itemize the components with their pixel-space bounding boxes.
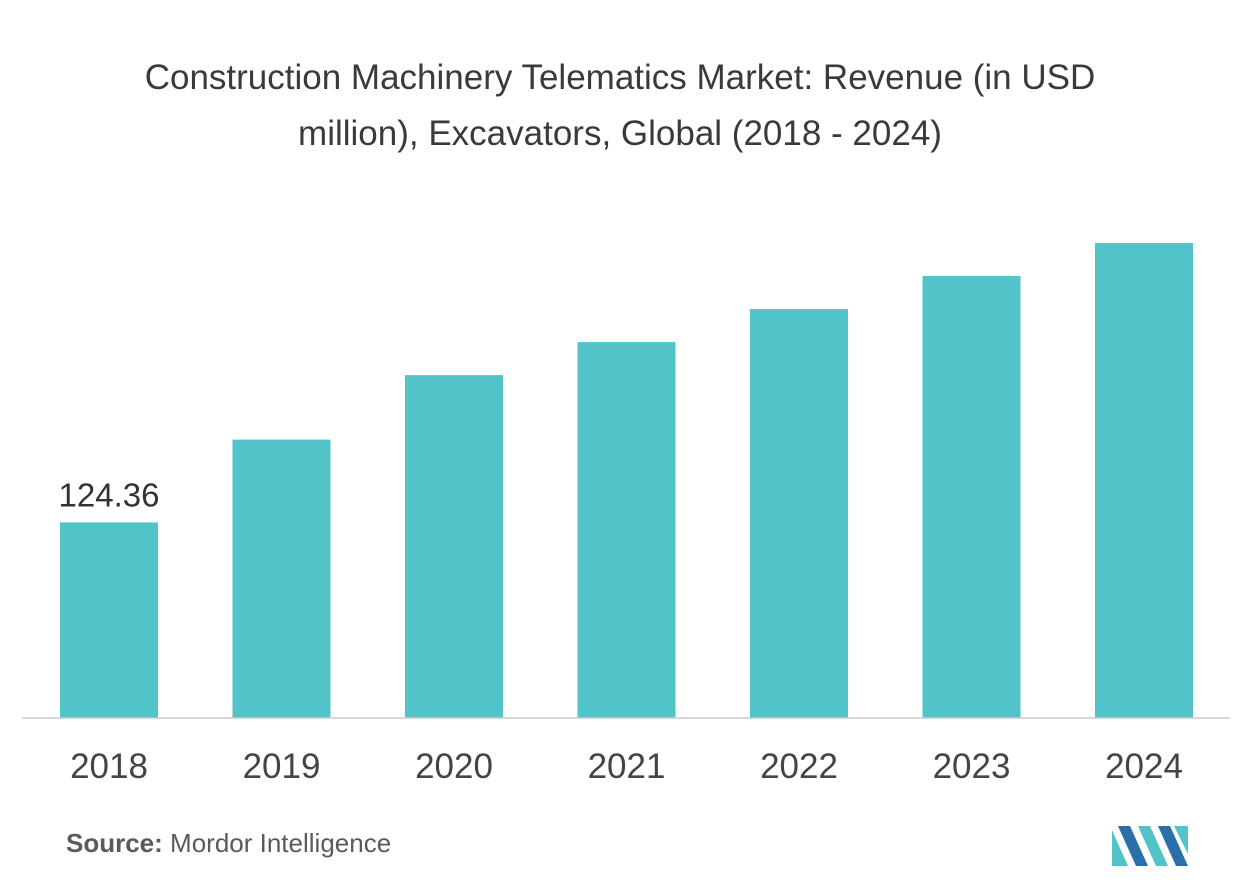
source-note: Source: Mordor Intelligence [66, 828, 391, 859]
labels-layer: 2018 124.36 2019 2020 2021 2022 2023 2024 [59, 476, 1183, 786]
bar-2023 [922, 276, 1021, 718]
bar-2018 [60, 522, 158, 718]
x-tick-label-2019: 2019 [243, 747, 321, 786]
bar-2022 [750, 309, 848, 718]
source-label: Source: [66, 828, 163, 858]
bar-2021 [577, 342, 676, 718]
x-tick-label-2020: 2020 [415, 747, 493, 786]
bars-layer [60, 243, 1193, 718]
data-label-2018: 124.36 [59, 476, 160, 513]
x-tick-label-2024: 2024 [1105, 747, 1183, 786]
x-tick-label-2018: 2018 [70, 747, 148, 786]
x-tick-label-2023: 2023 [933, 747, 1011, 786]
source-text: Mordor Intelligence [170, 828, 392, 858]
bar-2020 [405, 375, 503, 718]
x-tick-label-2021: 2021 [588, 747, 666, 786]
x-tick-label-2022: 2022 [760, 747, 838, 786]
chart-title: Construction Machinery Telematics Market… [144, 58, 1096, 153]
bar-2024 [1095, 243, 1193, 718]
mordor-intelligence-logo-icon [1112, 826, 1188, 866]
bar-2019 [232, 439, 331, 718]
